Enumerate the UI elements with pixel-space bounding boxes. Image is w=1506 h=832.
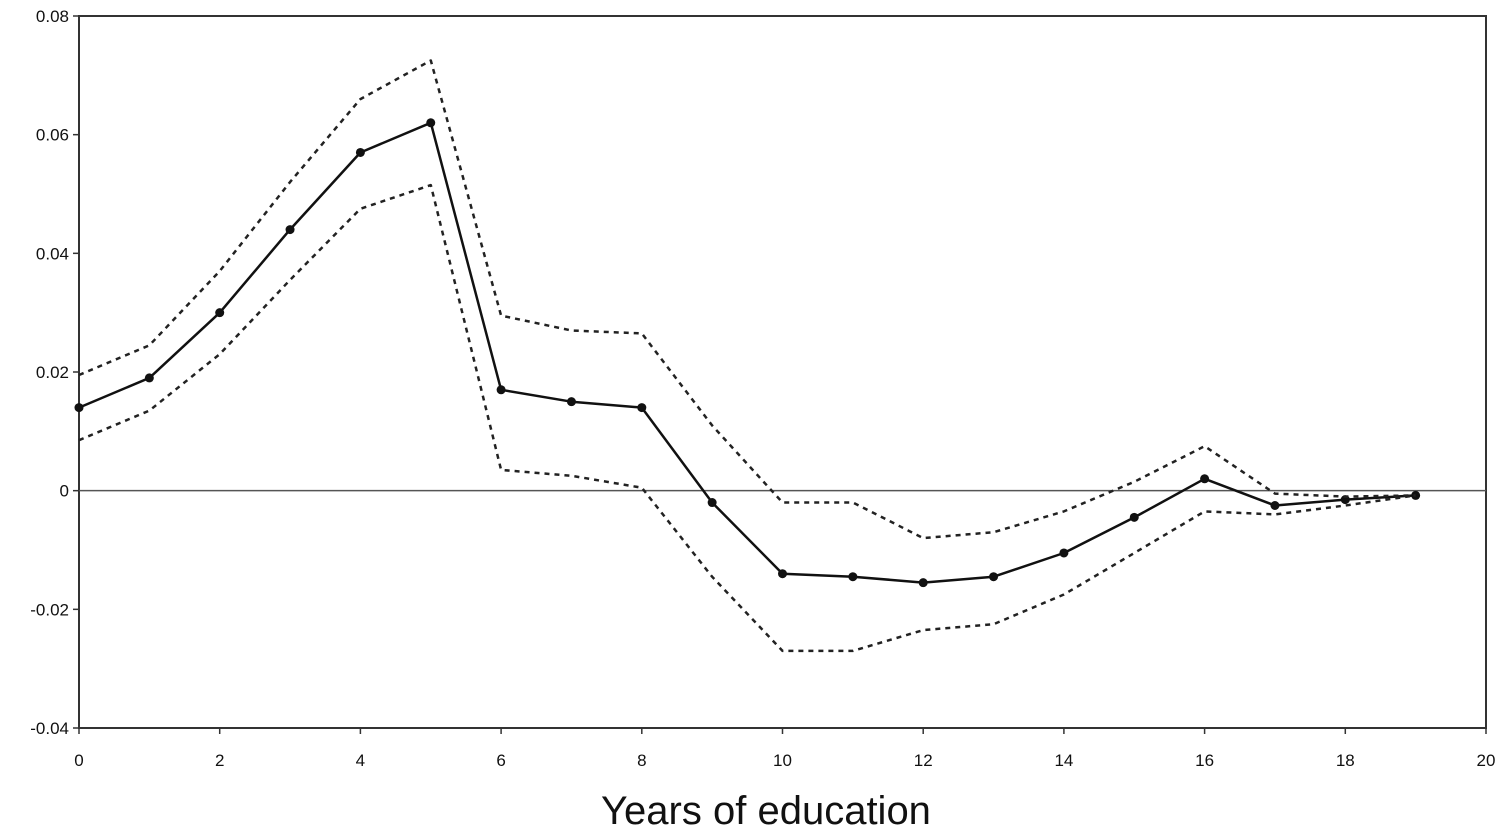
data-point [989,572,999,582]
x-tick-label: 0 [74,751,83,770]
y-tick-label: 0.02 [36,363,69,382]
x-tick-label: 20 [1477,751,1496,770]
data-point [285,225,295,235]
data-point [1129,512,1139,522]
data-point [778,569,787,579]
y-tick-label: 0.04 [36,244,69,263]
x-axis-title: Years of education [601,789,931,832]
confidence-band-line-2 [78,183,1416,653]
x-tick-label: 12 [914,751,933,770]
x-tick-label: 6 [496,751,505,770]
x-tick-label: 2 [215,751,224,770]
data-point [848,572,858,582]
x-tick-label: 14 [1054,751,1073,770]
x-tick-label: 16 [1195,751,1214,770]
data-point [707,498,717,508]
estimate-line [78,121,1416,584]
y-tick-label: 0 [60,482,69,501]
series-layer [74,59,1421,653]
y-tick-label: -0.02 [30,600,69,619]
data-point [496,385,506,395]
confidence-band-line-1 [78,59,1416,540]
x-axis: 0 2 4 6 8 10 12 14 16 18 20 [74,728,1495,770]
y-tick-label: 0.08 [36,7,69,26]
data-point [215,308,225,318]
y-tick-label: 0.06 [36,126,69,145]
data-point [566,397,576,407]
x-tick-label: 18 [1336,751,1355,770]
data-point [144,373,154,383]
plot-area [78,15,1487,729]
data-point [74,403,84,413]
data-point [1270,501,1280,510]
x-tick-label: 10 [773,751,792,770]
data-point [637,403,647,413]
data-point [1200,474,1210,484]
data-point [1059,548,1069,558]
y-axis: -0.04 -0.02 0 0.02 0.04 0.06 0.08 [30,7,79,738]
data-point [1411,490,1421,500]
x-tick-label: 4 [356,751,365,770]
data-point [355,147,365,157]
x-tick-label: 8 [637,751,646,770]
y-tick-label: -0.04 [30,719,69,738]
data-point [426,118,436,128]
data-point [918,578,928,588]
